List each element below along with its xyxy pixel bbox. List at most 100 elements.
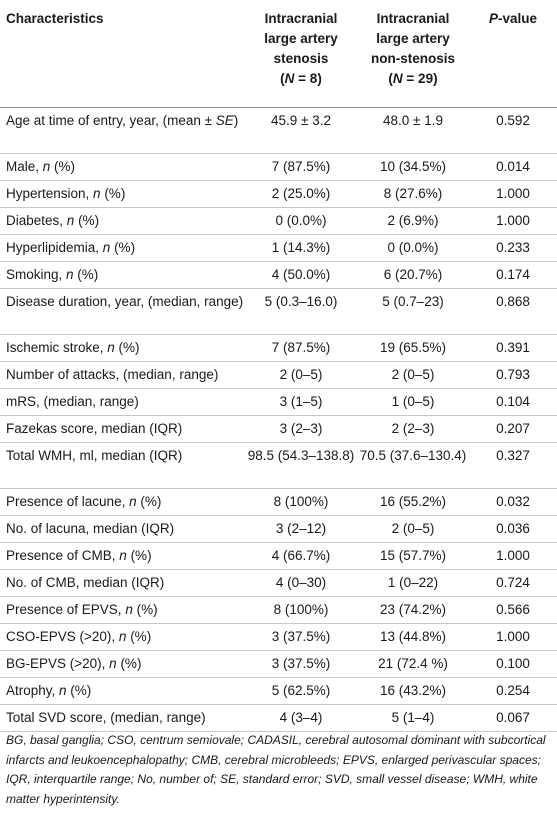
row-stenosis-value: 3 (37.5%) (245, 623, 357, 651)
row-stenosis-value: 2 (25.0%) (245, 180, 357, 208)
row-pvalue: 0.566 (469, 596, 557, 624)
table-row: Age at time of entry, year, (mean ± SE) 4… (0, 107, 557, 154)
header-characteristics: Characteristics (0, 0, 245, 108)
table-row: Atrophy, n (%) 5 (62.5%) 16 (43.2%) 0.254 (0, 677, 557, 705)
row-label: Hypertension, n (%) (0, 180, 245, 208)
row-nonstenosis-value: 5 (1–4) (357, 704, 469, 732)
header-stenosis-line3: stenosis (273, 51, 329, 66)
row-stenosis-value: 7 (87.5%) (245, 334, 357, 362)
row-pvalue: 0.174 (469, 261, 557, 289)
row-pvalue: 0.036 (469, 515, 557, 543)
row-nonstenosis-value: 23 (74.2%) (357, 596, 469, 624)
row-label: Disease duration, year, (median, range) (0, 288, 245, 335)
table-body: Age at time of entry, year, (mean ± SE) 4… (0, 107, 557, 732)
row-pvalue: 0.793 (469, 361, 557, 389)
row-nonstenosis-value: 16 (43.2%) (357, 677, 469, 705)
row-nonstenosis-value: 10 (34.5%) (357, 153, 469, 181)
row-pvalue: 0.207 (469, 415, 557, 443)
header-pvalue: P-value (469, 0, 557, 108)
row-label: Presence of CMB, n (%) (0, 542, 245, 570)
row-nonstenosis-value: 0 (0.0%) (357, 234, 469, 262)
table-row: Total WMH, ml, median (IQR) 98.5 (54.3–13… (0, 442, 557, 489)
row-nonstenosis-value: 1 (0–22) (357, 569, 469, 597)
row-label: No. of CMB, median (IQR) (0, 569, 245, 597)
row-stenosis-value: 3 (37.5%) (245, 650, 357, 678)
table-row: Smoking, n (%) 4 (50.0%) 6 (20.7%) 0.174 (0, 261, 557, 289)
row-nonstenosis-value: 6 (20.7%) (357, 261, 469, 289)
row-pvalue: 1.000 (469, 623, 557, 651)
row-label: mRS, (median, range) (0, 388, 245, 416)
row-nonstenosis-value: 2 (2–3) (357, 415, 469, 443)
row-pvalue: 0.233 (469, 234, 557, 262)
row-pvalue: 0.327 (469, 442, 557, 489)
table-header-row: Characteristics Intracranial large arter… (0, 0, 557, 108)
row-label: Diabetes, n (%) (0, 207, 245, 235)
header-stenosis-n: (N = 8) (280, 71, 322, 86)
row-nonstenosis-value: 1 (0–5) (357, 388, 469, 416)
row-stenosis-value: 4 (3–4) (245, 704, 357, 732)
row-stenosis-value: 4 (66.7%) (245, 542, 357, 570)
row-stenosis-value: 5 (62.5%) (245, 677, 357, 705)
row-label: Male, n (%) (0, 153, 245, 181)
row-pvalue: 0.014 (469, 153, 557, 181)
row-label: Age at time of entry, year, (mean ± SE) (0, 107, 245, 154)
header-nonstenosis-line1: Intracranial (376, 11, 450, 26)
row-label: No. of lacuna, median (IQR) (0, 515, 245, 543)
header-nonstenosis-line3: non-stenosis (370, 51, 455, 66)
row-label: Number of attacks, (median, range) (0, 361, 245, 389)
row-pvalue: 0.067 (469, 704, 557, 732)
row-stenosis-value: 5 (0.3–16.0) (245, 288, 357, 335)
header-stenosis-group: Intracranial large artery stenosis (N = … (245, 0, 357, 108)
table-row: Presence of EPVS, n (%) 8 (100%) 23 (74.2%… (0, 596, 557, 624)
row-stenosis-value: 7 (87.5%) (245, 153, 357, 181)
row-label: Total WMH, ml, median (IQR) (0, 442, 245, 489)
row-nonstenosis-value: 2 (6.9%) (357, 207, 469, 235)
row-nonstenosis-value: 8 (27.6%) (357, 180, 469, 208)
row-stenosis-value: 3 (2–3) (245, 415, 357, 443)
table-row: No. of CMB, median (IQR) 4 (0–30) 1 (0–22)… (0, 569, 557, 597)
row-pvalue: 0.254 (469, 677, 557, 705)
row-stenosis-value: 4 (50.0%) (245, 261, 357, 289)
row-nonstenosis-value: 19 (65.5%) (357, 334, 469, 362)
row-stenosis-value: 0 (0.0%) (245, 207, 357, 235)
row-stenosis-value: 4 (0–30) (245, 569, 357, 597)
row-label: Presence of lacune, n (%) (0, 488, 245, 516)
row-pvalue: 0.100 (469, 650, 557, 678)
table-row: CSO-EPVS (>20), n (%) 3 (37.5%) 13 (44.8%)… (0, 623, 557, 651)
row-label: Smoking, n (%) (0, 261, 245, 289)
header-stenosis-line1: Intracranial (264, 11, 338, 26)
row-pvalue: 0.104 (469, 388, 557, 416)
row-nonstenosis-value: 5 (0.7–23) (357, 288, 469, 335)
row-pvalue: 0.724 (469, 569, 557, 597)
row-label: Fazekas score, median (IQR) (0, 415, 245, 443)
row-label: CSO-EPVS (>20), n (%) (0, 623, 245, 651)
row-stenosis-value: 3 (2–12) (245, 515, 357, 543)
table-row: Ischemic stroke, n (%) 7 (87.5%) 19 (65.5%… (0, 334, 557, 362)
row-label: Ischemic stroke, n (%) (0, 334, 245, 362)
table-row: No. of lacuna, median (IQR) 3 (2–12) 2 (0–… (0, 515, 557, 543)
table-footnote: BG, basal ganglia; CSO, centrum semioval… (6, 733, 546, 806)
row-stenosis-value: 8 (100%) (245, 596, 357, 624)
row-pvalue: 0.391 (469, 334, 557, 362)
row-label: BG-EPVS (>20), n (%) (0, 650, 245, 678)
row-nonstenosis-value: 21 (72.4 %) (357, 650, 469, 678)
row-pvalue: 0.868 (469, 288, 557, 335)
row-nonstenosis-value: 70.5 (37.6–130.4) (357, 442, 469, 489)
row-pvalue: 1.000 (469, 207, 557, 235)
header-nonstenosis-group: Intracranial large artery non-stenosis (… (357, 0, 469, 108)
row-pvalue: 0.032 (469, 488, 557, 516)
row-label: Total SVD score, (median, range) (0, 704, 245, 732)
table-row: Number of attacks, (median, range) 2 (0–5… (0, 361, 557, 389)
row-label: Atrophy, n (%) (0, 677, 245, 705)
row-pvalue: 0.592 (469, 107, 557, 154)
table-row: Disease duration, year, (median, range) 5… (0, 288, 557, 335)
row-nonstenosis-value: 48.0 ± 1.9 (357, 107, 469, 154)
row-nonstenosis-value: 2 (0–5) (357, 515, 469, 543)
table-row: Diabetes, n (%) 0 (0.0%) 2 (6.9%) 1.000 (0, 207, 557, 235)
table-row: Presence of CMB, n (%) 4 (66.7%) 15 (57.7%… (0, 542, 557, 570)
table-row: Fazekas score, median (IQR) 3 (2–3) 2 (2–3… (0, 415, 557, 443)
row-pvalue: 1.000 (469, 180, 557, 208)
table-row: Hypertension, n (%) 2 (25.0%) 8 (27.6%) 1.0… (0, 180, 557, 208)
table-row: mRS, (median, range) 3 (1–5) 1 (0–5) 0.104 (0, 388, 557, 416)
